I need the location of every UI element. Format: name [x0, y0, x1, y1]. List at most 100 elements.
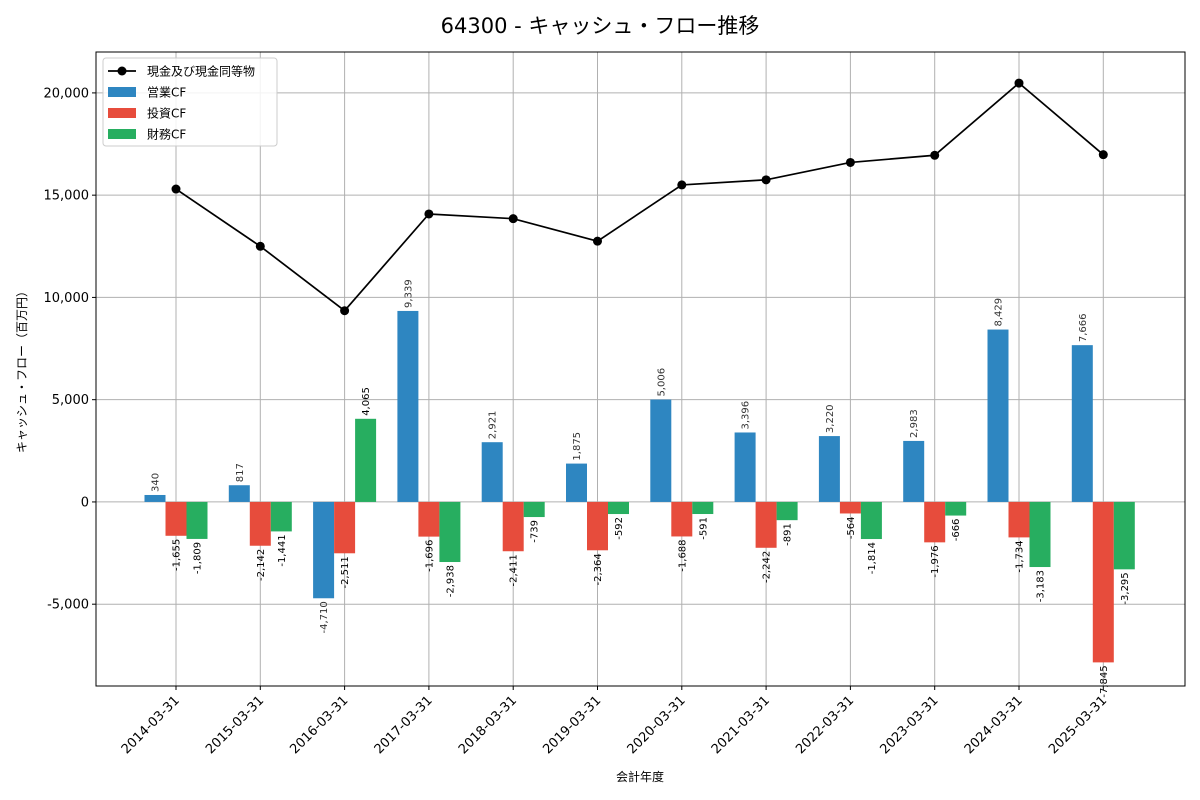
bar	[924, 501, 946, 543]
legend-label: 営業CF	[147, 86, 186, 100]
cash-point	[255, 241, 265, 251]
bar	[1008, 501, 1030, 538]
x-tick-label: 2024-03-31	[962, 693, 1026, 757]
bar	[397, 310, 419, 502]
bar-data-label: 7,666	[1078, 314, 1089, 343]
bar	[418, 501, 440, 537]
x-tick-label: 2014-03-31	[119, 693, 183, 757]
legend-box	[102, 57, 278, 147]
bar	[313, 501, 335, 599]
bar	[1092, 501, 1114, 663]
legend-label: 現金及び現金同等物	[147, 64, 255, 79]
bar	[1029, 501, 1051, 568]
bar-data-label: 2,921	[488, 411, 499, 440]
bar-data-label: -666	[951, 519, 962, 542]
bar	[903, 440, 925, 502]
bar-data-label: -2,511	[340, 556, 351, 588]
bar-data-label: 8,429	[994, 298, 1005, 327]
bar	[692, 501, 714, 515]
bar-data-label: 3,396	[741, 401, 752, 430]
x-tick-label: 2017-03-31	[372, 693, 436, 757]
bar-data-label: 2,983	[909, 409, 920, 438]
legend-bar-swatch	[108, 129, 136, 139]
bar-data-label: -564	[846, 516, 857, 539]
legend-label: 財務CF	[147, 127, 186, 142]
bar	[481, 442, 503, 502]
bar-data-label: -2,364	[593, 553, 604, 585]
cash-point	[930, 150, 940, 160]
bar	[608, 501, 629, 515]
bar	[270, 501, 292, 532]
y-tick-label: 5,000	[52, 393, 89, 408]
bar-data-label: -1,441	[277, 534, 288, 566]
y-tick-label: 20,000	[44, 86, 90, 101]
bar-data-label: 9,339	[403, 279, 414, 308]
bar	[186, 501, 208, 539]
bar	[587, 501, 608, 551]
x-axis-ticks: 2014-03-31 2015-03-31 2016-03-31 2017-03-31…	[119, 686, 1110, 757]
chart-title: 64300 - キャッシュ・フロー推移	[441, 14, 760, 38]
x-tick-label: 2018-03-31	[456, 693, 520, 757]
y-axis-ticks: -5,000 0 5,000 10,000 15,000 20,000	[44, 86, 96, 613]
bar	[755, 501, 777, 548]
bar	[839, 501, 861, 514]
x-tick-label: 2020-03-31	[625, 693, 689, 757]
y-tick-label: 10,000	[44, 291, 90, 306]
bar	[334, 501, 356, 554]
cash-point	[1098, 150, 1108, 160]
y-tick-label: -5,000	[47, 598, 89, 613]
plot-frame	[95, 51, 1186, 687]
bar-data-label: 5,006	[656, 368, 667, 397]
cash-point	[508, 214, 518, 224]
bar	[144, 494, 166, 502]
x-tick-label: 2023-03-31	[877, 693, 941, 757]
bar-data-label: -7,845	[1099, 665, 1110, 697]
bar-data-label: -1,976	[930, 545, 941, 577]
bar-data-label: -4,710	[319, 601, 330, 633]
bar-data-label: -3,295	[1120, 572, 1131, 604]
cash-point	[845, 157, 855, 167]
legend-label: 投資CF	[147, 106, 186, 121]
bar-data-label: -3,183	[1036, 570, 1047, 602]
bars	[144, 310, 1135, 663]
bar-data-label: -1,688	[677, 539, 688, 571]
bar	[776, 501, 798, 521]
bar-data-label: -739	[530, 520, 541, 543]
cash-point	[340, 306, 350, 316]
bar-data-label: 3,220	[825, 404, 836, 433]
bar	[523, 501, 545, 518]
bar	[566, 463, 587, 502]
bar-data-label: -2,142	[256, 549, 267, 581]
bar	[502, 501, 524, 552]
bar-data-label: 1,875	[572, 432, 583, 461]
bar	[249, 501, 271, 546]
bar-data-label: -1,655	[172, 539, 183, 571]
bar-data-label: 340	[151, 473, 162, 492]
bar-data-label: -1,814	[867, 542, 878, 574]
legend-marker	[117, 66, 127, 76]
bar	[165, 501, 187, 536]
x-tick-label: 2015-03-31	[203, 693, 267, 757]
bar	[734, 432, 756, 502]
bar-data-label: -592	[614, 517, 625, 540]
x-tick-label: 2022-03-31	[793, 693, 857, 757]
cash-point	[593, 236, 602, 246]
y-tick-label: 15,000	[44, 189, 90, 204]
cash-point	[171, 184, 181, 194]
legend-bar-swatch	[108, 108, 136, 118]
cash-point	[761, 175, 771, 185]
x-tick-label: 2016-03-31	[287, 693, 351, 757]
cash-point	[677, 180, 687, 190]
y-axis-label: キャッシュ・フロー（百万円）	[15, 285, 29, 453]
y-tick-label: 0	[81, 495, 89, 510]
bar	[945, 501, 967, 516]
x-tick-label: 2021-03-31	[709, 693, 773, 757]
grid-lines	[96, 52, 1185, 686]
bar	[228, 485, 250, 502]
bar-data-label: -2,411	[509, 554, 520, 586]
cash-point	[424, 209, 434, 219]
cash-line	[171, 78, 1108, 316]
bar	[1071, 345, 1093, 502]
bar	[650, 399, 672, 502]
